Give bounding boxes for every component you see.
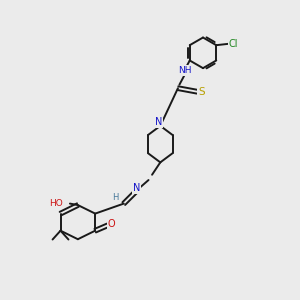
- Text: N: N: [155, 117, 163, 127]
- Text: HO: HO: [49, 199, 62, 208]
- Text: O: O: [107, 219, 115, 229]
- Text: NH: NH: [178, 66, 191, 75]
- Text: Cl: Cl: [229, 39, 238, 49]
- Text: H: H: [112, 193, 119, 202]
- Text: N: N: [133, 183, 140, 193]
- Text: S: S: [198, 87, 205, 97]
